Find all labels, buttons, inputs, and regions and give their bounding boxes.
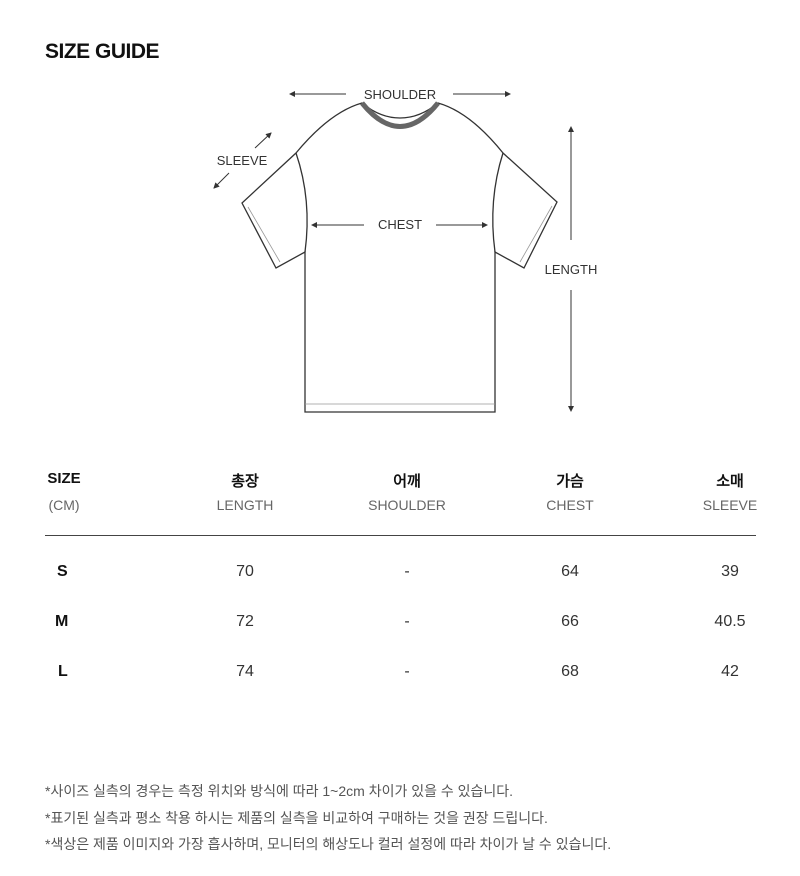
chest-label: CHEST [377, 217, 423, 232]
header-shoulder-en: SHOULDER [368, 497, 446, 513]
header-chest-en: CHEST [546, 497, 594, 513]
header-sleeve-ko: 소매 [716, 473, 744, 490]
length-label: LENGTH [544, 262, 598, 277]
sleeve-label: SLEEVE [216, 153, 268, 168]
tshirt-illustration [241, 101, 558, 413]
length-cell: 70 [236, 563, 254, 580]
sleeve-arrow-up [254, 132, 272, 149]
sleeve-cell: 39 [721, 563, 739, 580]
header-shoulder-ko: 어깨 [393, 473, 421, 490]
sleeve-arrow-down [213, 172, 230, 189]
header-size: SIZE [47, 470, 81, 487]
size-cell: L [58, 663, 68, 680]
note-compare: *표기된 실측과 평소 착용 하시는 제품의 실측을 비교하여 구매하는 것을 … [45, 810, 548, 826]
length-cell: 72 [236, 613, 254, 630]
size-cell: S [57, 563, 68, 580]
header-chest-ko: 가슴 [556, 473, 584, 490]
table-divider [45, 535, 756, 536]
header-unit: (CM) [48, 497, 80, 513]
tshirt-diagram [213, 91, 574, 413]
size-cell: M [55, 613, 69, 630]
note-measurement: *사이즈 실측의 경우는 측정 위치와 방식에 따라 1~2cm 차이가 있을 … [45, 783, 514, 799]
note-color: *색상은 제품 이미지와 가장 흡사하며, 모니터의 해상도나 컬러 설정에 따… [45, 836, 612, 852]
chest-cell: 64 [561, 563, 579, 580]
sleeve-cell: 42 [721, 663, 739, 680]
shoulder-cell: - [404, 613, 410, 630]
header-length-en: LENGTH [216, 497, 274, 513]
shoulder-cell: - [404, 663, 410, 680]
chest-cell: 68 [561, 663, 579, 680]
header-length-ko: 총장 [231, 473, 259, 490]
shoulder-label: SHOULDER [363, 87, 437, 102]
header-sleeve-en: SLEEVE [702, 497, 758, 513]
shoulder-cell: - [404, 563, 410, 580]
length-cell: 74 [236, 663, 254, 680]
sleeve-cell: 40.5 [714, 613, 746, 630]
chest-cell: 66 [561, 613, 579, 630]
page-title: SIZE GUIDE [45, 40, 160, 63]
